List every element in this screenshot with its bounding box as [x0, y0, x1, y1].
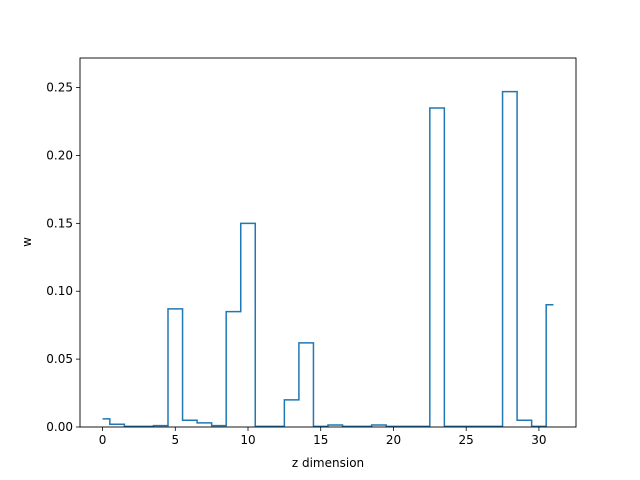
y-axis-ticks: 0.00 0.05 0.10 0.15 0.20 0.25	[46, 81, 80, 434]
y-tick-label: 0.20	[46, 148, 73, 162]
y-tick-label: 0.10	[46, 284, 73, 298]
x-tick-label: 5	[171, 433, 179, 447]
plot-area	[102, 90, 554, 428]
x-tick-label: 0	[99, 433, 107, 447]
x-tick-label: 25	[459, 433, 474, 447]
series-line-0	[102, 90, 554, 428]
x-axis-ticks: 0 5 10 15 20 25 30	[99, 427, 547, 447]
y-tick-label: 0.00	[46, 420, 73, 434]
y-axis-label: w	[20, 237, 34, 247]
y-tick-label: 0.15	[46, 216, 73, 230]
axes-frame	[79, 57, 577, 428]
x-tick-label: 30	[531, 433, 546, 447]
y-tick-label: 0.25	[46, 81, 73, 95]
x-tick-label: 20	[386, 433, 401, 447]
x-tick-label: 15	[313, 433, 328, 447]
y-tick-label: 0.05	[46, 352, 73, 366]
x-tick-label: 10	[240, 433, 255, 447]
x-axis-label: z dimension	[292, 456, 364, 470]
